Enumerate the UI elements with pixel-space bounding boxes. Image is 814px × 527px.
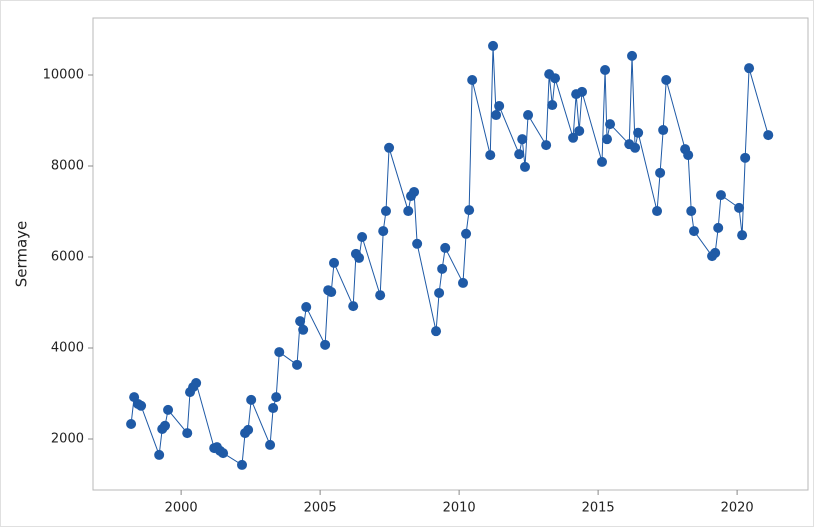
- y-tick-label: 2000: [51, 431, 84, 446]
- data-point: [661, 75, 672, 86]
- data-point: [602, 134, 613, 145]
- data-point: [710, 247, 721, 258]
- y-tick-label: 4000: [51, 340, 84, 355]
- data-point: [683, 150, 694, 161]
- y-tick-label: 6000: [51, 250, 84, 265]
- data-point: [375, 290, 386, 301]
- plot-area: [92, 17, 809, 491]
- data-point: [491, 110, 502, 121]
- data-point: [523, 110, 534, 121]
- data-point: [126, 418, 137, 429]
- data-point: [458, 277, 469, 288]
- x-tick-label: 2020: [721, 501, 754, 516]
- data-point: [431, 326, 442, 337]
- data-point: [655, 167, 666, 178]
- data-point: [734, 202, 745, 213]
- data-point: [191, 378, 202, 389]
- data-point: [597, 156, 608, 167]
- data-point: [265, 439, 276, 450]
- data-point: [409, 186, 420, 197]
- data-point: [218, 448, 229, 459]
- data-point: [461, 228, 472, 239]
- data-point: [412, 238, 423, 249]
- data-point: [713, 222, 724, 233]
- y-tick-label: 8000: [51, 159, 84, 174]
- data-point: [268, 403, 279, 414]
- data-point: [403, 206, 414, 217]
- data-point: [568, 132, 579, 143]
- data-point: [246, 394, 257, 405]
- data-point: [763, 130, 774, 141]
- x-tick-label: 2010: [443, 501, 476, 516]
- data-point: [437, 263, 448, 274]
- data-point: [686, 206, 697, 217]
- data-point: [354, 252, 365, 263]
- data-point: [384, 142, 395, 153]
- data-point: [357, 231, 368, 242]
- data-point: [520, 161, 531, 172]
- data-point: [348, 301, 359, 312]
- data-point: [494, 100, 505, 111]
- data-point: [630, 142, 641, 153]
- data-point: [488, 40, 499, 51]
- data-point: [381, 206, 392, 217]
- data-point: [298, 324, 309, 335]
- x-tick-label: 2000: [165, 501, 198, 516]
- data-point: [326, 287, 337, 298]
- data-point: [301, 302, 312, 313]
- data-point: [715, 190, 726, 201]
- data-point: [689, 226, 700, 237]
- x-tick-label: 2015: [582, 501, 615, 516]
- data-point: [163, 404, 174, 415]
- data-point: [550, 73, 561, 84]
- data-point: [541, 140, 552, 151]
- data-point: [737, 230, 748, 241]
- data-point: [605, 119, 616, 130]
- data-point: [440, 242, 451, 253]
- data-point: [517, 134, 528, 145]
- data-point: [136, 400, 147, 411]
- data-point: [744, 63, 755, 74]
- data-point: [434, 287, 445, 298]
- data-point: [320, 339, 331, 350]
- data-point: [329, 257, 340, 268]
- data-point: [740, 152, 751, 163]
- data-point: [658, 125, 669, 136]
- data-point: [547, 100, 558, 111]
- data-point: [160, 420, 171, 431]
- data-point: [295, 316, 306, 327]
- data-point: [243, 424, 254, 435]
- data-point: [154, 449, 165, 460]
- data-point: [292, 359, 303, 370]
- data-point: [237, 459, 248, 470]
- y-axis-label: Sermaye: [13, 221, 31, 288]
- data-point: [627, 50, 638, 61]
- data-point: [600, 65, 611, 76]
- data-point: [514, 149, 525, 160]
- data-point: [576, 86, 587, 97]
- data-point: [652, 206, 663, 217]
- data-point: [182, 428, 193, 439]
- y-tick-label: 10000: [43, 68, 84, 83]
- data-point: [574, 125, 585, 136]
- data-point: [271, 392, 282, 403]
- data-point: [464, 205, 475, 216]
- data-point: [378, 226, 389, 237]
- x-tick-label: 2005: [304, 501, 337, 516]
- data-point: [633, 127, 644, 138]
- data-point: [274, 347, 285, 358]
- data-point: [485, 150, 496, 161]
- data-point: [467, 75, 478, 86]
